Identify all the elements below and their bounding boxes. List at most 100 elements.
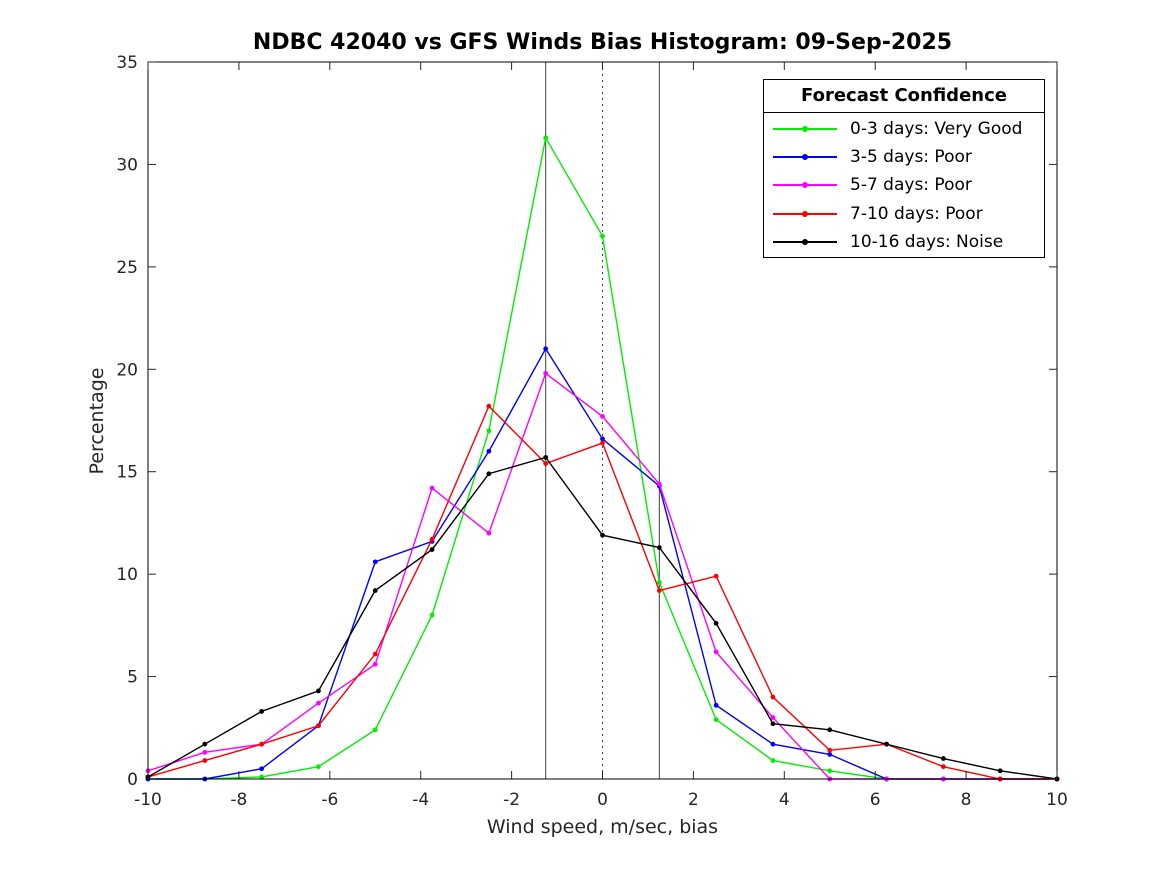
- data-point-marker: [827, 752, 833, 757]
- data-point-marker: [202, 758, 208, 763]
- series-line: [147, 456, 1058, 780]
- data-point-marker: [316, 764, 321, 770]
- data-point-marker: [429, 547, 435, 552]
- x-tick-label: -8: [230, 790, 247, 810]
- legend-marker-dot: [802, 126, 808, 133]
- data-point-marker: [827, 747, 833, 753]
- legend-entry: 10-16 days: Noise: [764, 228, 1044, 255]
- data-point-marker: [202, 749, 208, 755]
- data-point-marker: [600, 436, 605, 442]
- legend-entry: 0-3 days: Very Good: [764, 116, 1044, 143]
- legend-line-sample: [773, 124, 837, 134]
- data-point-marker: [656, 588, 662, 593]
- data-point-marker: [259, 774, 265, 780]
- legend-entry: 3-5 days: Poor: [764, 144, 1044, 171]
- data-point-marker: [997, 768, 1003, 774]
- data-point-marker: [316, 723, 321, 729]
- legend-marker-dot: [802, 154, 808, 161]
- legend-title: Forecast Confidence: [764, 80, 1044, 113]
- series-line: [148, 347, 1057, 780]
- legend-entry-label: 7-10 days: Poor: [850, 203, 983, 224]
- legend-entry: 5-7 days: Poor: [764, 172, 1044, 199]
- legend-entries: 0-3 days: Very Good 3-5 days: Poor 5-7 day…: [764, 113, 1044, 258]
- data-point-marker: [713, 702, 719, 708]
- x-tick-label: 10: [1046, 790, 1068, 810]
- data-point-marker: [656, 481, 662, 487]
- data-point-marker: [713, 620, 719, 626]
- legend-line-sample: [773, 237, 837, 247]
- y-tick-label: 10: [116, 565, 138, 585]
- legend-marker-dot: [802, 182, 808, 189]
- data-point-marker: [372, 588, 378, 593]
- legend-line-sample: [773, 152, 837, 162]
- data-point-marker: [202, 741, 208, 747]
- data-point-marker: [259, 741, 265, 747]
- x-tick-label: 0: [597, 790, 608, 810]
- axis-tick-labels: -10 -8 -6 -4 -2 0 2 4 6 8 10 0 5 10 15 20 25 30 35: [116, 53, 1067, 810]
- x-tick-label: -4: [412, 790, 429, 810]
- legend-entry-label: 5-7 days: Poor: [850, 175, 972, 196]
- data-point-marker: [940, 756, 946, 761]
- data-point-marker: [486, 530, 492, 536]
- legend-entry-label: 0-3 days: Very Good: [850, 119, 1023, 140]
- data-point-marker: [770, 694, 776, 700]
- series-4: [145, 454, 1060, 782]
- y-tick-label: 35: [116, 53, 138, 73]
- data-point-marker: [429, 612, 435, 618]
- chart-title: NDBC 42040 vs GFS Winds Bias Histogram: …: [252, 30, 953, 55]
- y-tick-label: 5: [127, 668, 138, 688]
- data-point-marker: [543, 370, 549, 376]
- data-point-marker: [884, 741, 889, 747]
- x-tick-label: 2: [688, 790, 699, 810]
- legend-line-sample: [773, 209, 837, 219]
- data-point-marker: [770, 715, 776, 720]
- data-point-marker: [656, 545, 662, 550]
- y-tick-label: 20: [116, 360, 138, 380]
- series-2: [145, 370, 1060, 782]
- data-point-marker: [600, 414, 605, 419]
- data-point-marker: [827, 768, 833, 774]
- x-tick-label: 4: [779, 790, 790, 810]
- legend-marker-dot: [802, 238, 808, 245]
- data-point-marker: [713, 649, 719, 655]
- y-tick-label: 30: [116, 155, 138, 175]
- y-tick-label: 0: [127, 770, 138, 790]
- data-point-marker: [372, 661, 378, 667]
- data-point-marker: [429, 536, 435, 542]
- data-point-marker: [316, 688, 321, 694]
- series-3: [145, 403, 1060, 782]
- x-tick-label: -6: [321, 790, 338, 810]
- data-point-marker: [316, 700, 321, 706]
- legend-box: Forecast Confidence 0-3 days: Very Good 3…: [763, 79, 1045, 258]
- data-point-marker: [656, 579, 662, 585]
- data-point-marker: [600, 233, 605, 239]
- data-point-marker: [486, 471, 492, 477]
- data-point-marker: [372, 727, 378, 733]
- x-tick-label: -10: [134, 790, 162, 810]
- reference-lines: [545, 62, 660, 779]
- x-tick-label: 8: [961, 790, 972, 810]
- data-point-marker: [543, 135, 549, 141]
- legend-entry: 7-10 days: Poor: [764, 200, 1044, 227]
- data-point-marker: [259, 708, 265, 714]
- y-tick-label: 15: [116, 463, 138, 483]
- data-point-marker: [486, 448, 492, 454]
- x-tick-label: -2: [503, 790, 520, 810]
- data-point-marker: [486, 403, 492, 409]
- data-point-marker: [770, 721, 776, 727]
- x-axis-label: Wind speed, m/sec, bias: [486, 816, 719, 838]
- data-point-marker: [940, 764, 946, 770]
- data-point-marker: [372, 559, 378, 565]
- legend-line-sample: [773, 180, 837, 190]
- axis-ticks: [147, 61, 1058, 780]
- data-point-marker: [713, 573, 719, 579]
- data-point-marker: [259, 766, 265, 772]
- data-point-marker: [600, 532, 605, 538]
- data-point-marker: [770, 758, 776, 763]
- data-point-marker: [372, 651, 378, 657]
- legend-marker-dot: [802, 210, 808, 217]
- data-point-marker: [827, 727, 833, 733]
- data-point-marker: [543, 346, 549, 352]
